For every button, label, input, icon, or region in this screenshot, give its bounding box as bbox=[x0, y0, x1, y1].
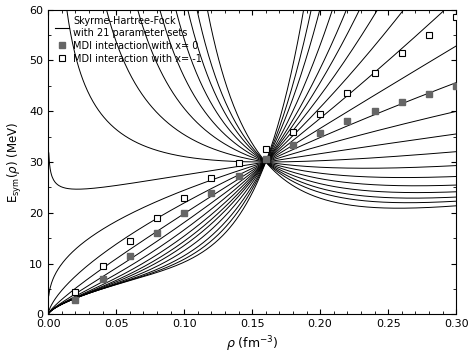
X-axis label: $\rho$ (fm$^{-3}$): $\rho$ (fm$^{-3}$) bbox=[226, 335, 278, 355]
Y-axis label: E$_{\rm sym}$($\rho$) (MeV): E$_{\rm sym}$($\rho$) (MeV) bbox=[6, 121, 24, 203]
Legend: Skyrme-Hartree-Fock
with 21 parameter sets, MDI interaction with x= 0, MDI inter: Skyrme-Hartree-Fock with 21 parameter se… bbox=[53, 14, 204, 66]
